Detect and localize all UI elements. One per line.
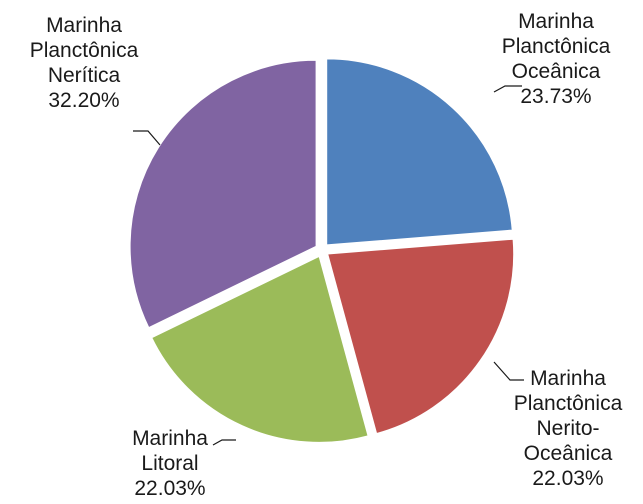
leader-line-1 [493,361,524,381]
slice-value-label-1: 22.03% [532,467,603,490]
slice-name-line-3-0: Marinha [46,14,122,37]
slice-name-line-1-2: Nerito- [536,417,599,440]
pie-slice-3 [129,59,317,329]
slice-name-line-2-0: Marinha [132,427,208,450]
leader-line-3 [133,130,161,146]
slice-value-label-2: 22.03% [134,477,205,500]
slice-name-line-1-1: Planctônica [514,392,623,415]
slice-name-line-3-2: Nerítica [48,64,121,87]
slice-name-line-0-0: Marinha [518,10,594,33]
slice-labels: Marinha Planctônica Oceânica 23.73%Marinha P… [30,10,623,500]
slice-label-1: Marinha Planctônica Nerito-Oceânica 22.03% [514,367,623,490]
slice-name-line-1-0: Marinha [530,367,606,390]
slice-label-0: Marinha Planctônica Oceânica 23.73% [502,10,611,108]
slice-value-label-3: 32.20% [48,89,119,112]
slice-name-line-0-2: Oceânica [512,60,601,83]
slice-label-2: Marinha Litoral 22.03% [132,427,208,500]
pie-slice-1 [327,238,515,435]
slice-name-line-1-3: Oceânica [524,442,613,465]
label-leader-lines [133,85,524,446]
pie-slice-2 [151,255,369,443]
slice-name-line-2-1: Litoral [141,452,198,475]
slice-name-line-0-1: Planctônica [502,35,611,58]
slice-name-line-3-1: Planctônica [30,39,139,62]
pie-slice-0 [326,58,513,246]
slice-label-3: Marinha Planctônica Nerítica 32.20% [30,14,139,112]
pie-slices [129,58,515,443]
leader-line-2 [212,439,236,446]
slice-value-label-0: 23.73% [520,85,591,108]
leader-line-0 [493,85,522,93]
